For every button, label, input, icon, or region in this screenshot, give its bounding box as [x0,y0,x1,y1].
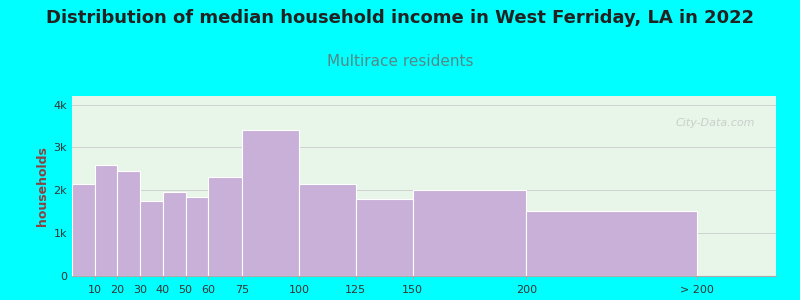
Text: City-Data.com: City-Data.com [675,118,755,128]
Bar [356,199,413,276]
Bar [140,201,163,276]
Bar [526,211,697,276]
Text: Distribution of median household income in West Ferriday, LA in 2022: Distribution of median household income … [46,9,754,27]
Y-axis label: households: households [36,146,50,226]
Bar [242,130,299,276]
Text: Multirace residents: Multirace residents [326,54,474,69]
Bar [413,190,526,276]
Bar [72,184,94,276]
Bar [118,171,140,276]
Bar [94,165,118,276]
Bar [208,177,242,276]
Bar [186,197,208,276]
Bar [163,192,186,276]
Bar [299,184,356,276]
